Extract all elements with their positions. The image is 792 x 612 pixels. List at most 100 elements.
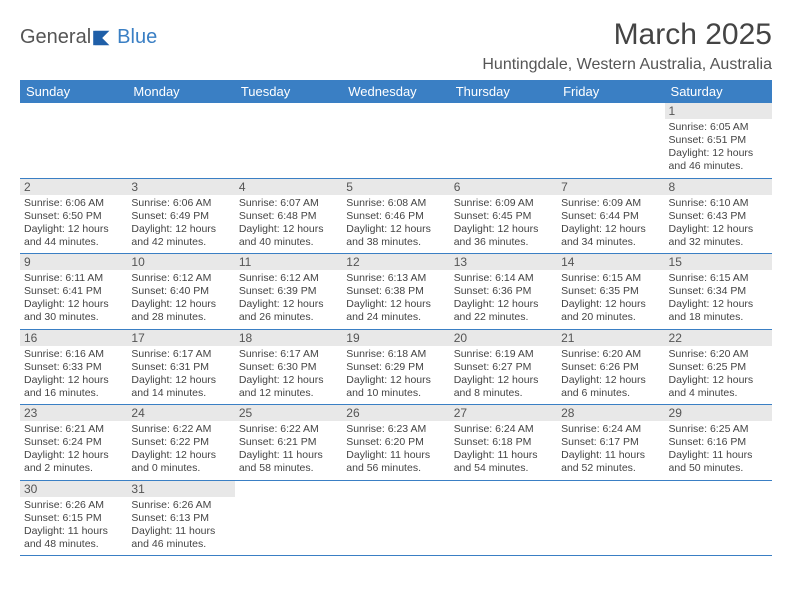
day-info: Sunrise: 6:16 AMSunset: 6:33 PMDaylight:… [24,348,123,401]
calendar-cell: 2 Sunrise: 6:06 AMSunset: 6:50 PMDaylight… [20,178,127,254]
day-info: Sunrise: 6:26 AMSunset: 6:13 PMDaylight:… [131,499,230,552]
calendar-cell: 30 Sunrise: 6:26 AMSunset: 6:15 PMDayligh… [20,480,127,556]
calendar-cell: 13 Sunrise: 6:14 AMSunset: 6:36 PMDayligh… [450,254,557,330]
day-info: Sunrise: 6:11 AMSunset: 6:41 PMDaylight:… [24,272,123,325]
logo: General Blue [20,26,157,49]
day-info: Sunrise: 6:15 AMSunset: 6:35 PMDaylight:… [561,272,660,325]
day-number: 20 [450,330,557,346]
day-number: 10 [127,254,234,270]
calendar-cell [450,103,557,178]
header: General Blue March 2025 Huntingdale, Wes… [20,18,772,74]
month-title: March 2025 [482,18,772,52]
flag-icon [93,29,115,47]
day-number: 14 [557,254,664,270]
day-number: 29 [665,405,772,421]
calendar-cell [557,480,664,556]
day-header-row: SundayMondayTuesdayWednesdayThursdayFrid… [20,80,772,103]
day-info: Sunrise: 6:24 AMSunset: 6:18 PMDaylight:… [454,423,553,476]
calendar-cell [557,103,664,178]
calendar-cell: 28Sunrise: 6:24 AMSunset: 6:17 PMDayligh… [557,405,664,481]
day-number: 16 [20,330,127,346]
day-number: 27 [450,405,557,421]
day-number: 31 [127,481,234,497]
logo-text-blue: Blue [117,26,157,49]
calendar-cell: 27 Sunrise: 6:24 AMSunset: 6:18 PMDayligh… [450,405,557,481]
calendar-cell: 26Sunrise: 6:23 AMSunset: 6:20 PMDayligh… [342,405,449,481]
day-number: 5 [342,179,449,195]
day-info: Sunrise: 6:10 AMSunset: 6:43 PMDaylight:… [669,197,768,250]
day-info: Sunrise: 6:09 AMSunset: 6:45 PMDaylight:… [454,197,553,250]
day-header: Saturday [665,80,772,103]
day-number: 18 [235,330,342,346]
calendar-cell: 22 Sunrise: 6:20 AMSunset: 6:25 PMDayligh… [665,329,772,405]
day-number: 9 [20,254,127,270]
calendar-cell: 23 Sunrise: 6:21 AMSunset: 6:24 PMDayligh… [20,405,127,481]
day-info: Sunrise: 6:14 AMSunset: 6:36 PMDaylight:… [454,272,553,325]
calendar-cell: 14 Sunrise: 6:15 AMSunset: 6:35 PMDayligh… [557,254,664,330]
calendar-cell [342,480,449,556]
calendar-cell: 5Sunrise: 6:08 AMSunset: 6:46 PMDaylight… [342,178,449,254]
day-info: Sunrise: 6:26 AMSunset: 6:15 PMDaylight:… [24,499,123,552]
calendar-cell: 24Sunrise: 6:22 AMSunset: 6:22 PMDayligh… [127,405,234,481]
day-number: 22 [665,330,772,346]
calendar-cell: 1 Sunrise: 6:05 AMSunset: 6:51 PMDaylight… [665,103,772,178]
day-info: Sunrise: 6:20 AMSunset: 6:26 PMDaylight:… [561,348,660,401]
day-info: Sunrise: 6:21 AMSunset: 6:24 PMDaylight:… [24,423,123,476]
calendar-week: 1 Sunrise: 6:05 AMSunset: 6:51 PMDaylight… [20,103,772,178]
calendar-cell: 29 Sunrise: 6:25 AMSunset: 6:16 PMDayligh… [665,405,772,481]
calendar-cell: 12Sunrise: 6:13 AMSunset: 6:38 PMDayligh… [342,254,449,330]
day-info: Sunrise: 6:17 AMSunset: 6:31 PMDaylight:… [131,348,230,401]
calendar-cell [235,103,342,178]
day-header: Tuesday [235,80,342,103]
day-number: 15 [665,254,772,270]
day-number: 3 [127,179,234,195]
day-info: Sunrise: 6:09 AMSunset: 6:44 PMDaylight:… [561,197,660,250]
day-info: Sunrise: 6:05 AMSunset: 6:51 PMDaylight:… [669,121,768,174]
day-number: 21 [557,330,664,346]
calendar-cell [127,103,234,178]
calendar-cell [665,480,772,556]
calendar-cell: 6 Sunrise: 6:09 AMSunset: 6:45 PMDaylight… [450,178,557,254]
day-info: Sunrise: 6:06 AMSunset: 6:49 PMDaylight:… [131,197,230,250]
logo-text-general: General [20,26,91,49]
calendar-cell: 25Sunrise: 6:22 AMSunset: 6:21 PMDayligh… [235,405,342,481]
day-number: 2 [20,179,127,195]
calendar-cell: 18Sunrise: 6:17 AMSunset: 6:30 PMDayligh… [235,329,342,405]
calendar-cell: 16 Sunrise: 6:16 AMSunset: 6:33 PMDayligh… [20,329,127,405]
day-header: Thursday [450,80,557,103]
calendar-cell [20,103,127,178]
calendar-cell: 20Sunrise: 6:19 AMSunset: 6:27 PMDayligh… [450,329,557,405]
day-info: Sunrise: 6:06 AMSunset: 6:50 PMDaylight:… [24,197,123,250]
day-number: 23 [20,405,127,421]
calendar-cell: 9 Sunrise: 6:11 AMSunset: 6:41 PMDaylight… [20,254,127,330]
day-info: Sunrise: 6:25 AMSunset: 6:16 PMDaylight:… [669,423,768,476]
day-number: 19 [342,330,449,346]
day-header: Wednesday [342,80,449,103]
day-number: 11 [235,254,342,270]
calendar-cell: 15 Sunrise: 6:15 AMSunset: 6:34 PMDayligh… [665,254,772,330]
day-number: 24 [127,405,234,421]
day-number: 6 [450,179,557,195]
day-number: 13 [450,254,557,270]
calendar-cell: 19Sunrise: 6:18 AMSunset: 6:29 PMDayligh… [342,329,449,405]
calendar-week: 23 Sunrise: 6:21 AMSunset: 6:24 PMDayligh… [20,405,772,481]
day-number: 12 [342,254,449,270]
calendar-cell: 7 Sunrise: 6:09 AMSunset: 6:44 PMDaylight… [557,178,664,254]
day-number: 30 [20,481,127,497]
calendar-cell: 3 Sunrise: 6:06 AMSunset: 6:49 PMDaylight… [127,178,234,254]
calendar-cell: 10Sunrise: 6:12 AMSunset: 6:40 PMDayligh… [127,254,234,330]
calendar-cell [450,480,557,556]
calendar-cell [342,103,449,178]
day-info: Sunrise: 6:23 AMSunset: 6:20 PMDaylight:… [346,423,445,476]
day-info: Sunrise: 6:20 AMSunset: 6:25 PMDaylight:… [669,348,768,401]
location: Huntingdale, Western Australia, Australi… [482,56,772,74]
day-info: Sunrise: 6:15 AMSunset: 6:34 PMDaylight:… [669,272,768,325]
day-number: 1 [665,103,772,119]
calendar-week: 2 Sunrise: 6:06 AMSunset: 6:50 PMDaylight… [20,178,772,254]
calendar-cell: 4Sunrise: 6:07 AMSunset: 6:48 PMDaylight… [235,178,342,254]
calendar-cell: 31 Sunrise: 6:26 AMSunset: 6:13 PMDayligh… [127,480,234,556]
calendar-table: SundayMondayTuesdayWednesdayThursdayFrid… [20,80,772,556]
day-header: Monday [127,80,234,103]
calendar-cell: 21 Sunrise: 6:20 AMSunset: 6:26 PMDayligh… [557,329,664,405]
day-number: 7 [557,179,664,195]
